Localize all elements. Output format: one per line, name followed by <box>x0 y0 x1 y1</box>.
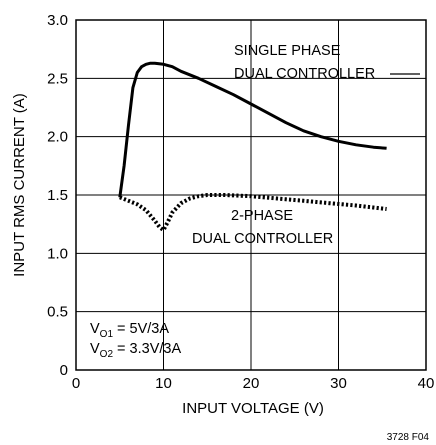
series-single-phase-line <box>120 63 387 197</box>
two-phase-label-line1: 2-PHASE <box>231 208 293 224</box>
y-tick-label: 2.5 <box>47 70 68 87</box>
x-tick-label: 40 <box>418 375 435 392</box>
series <box>120 63 387 230</box>
y-tick-label: 0 <box>60 362 68 379</box>
x-tick-label: 10 <box>155 375 172 392</box>
y-tick-label: 1.0 <box>47 245 68 262</box>
condition-vo2: VO2 = 3.3V/3A <box>90 341 181 360</box>
x-tick-label: 30 <box>330 375 347 392</box>
x-tick-label: 20 <box>243 375 260 392</box>
figure-code: 3728 F04 <box>387 432 430 443</box>
single-phase-label-line2: DUAL CONTROLLER <box>234 66 375 82</box>
condition-vo1: VO1 = 5V/3A <box>90 321 169 340</box>
y-tick-label: 2.0 <box>47 129 68 146</box>
two-phase-label-line2: DUAL CONTROLLER <box>192 231 333 247</box>
y-tick-label: 0.5 <box>47 304 68 321</box>
x-axis-label: INPUT VOLTAGE (V) <box>182 400 324 417</box>
y-tick-label: 3.0 <box>47 12 68 29</box>
y-tick-label: 1.5 <box>47 187 68 204</box>
x-tick-label: 0 <box>72 375 80 392</box>
y-axis-label: INPUT RMS CURRENT (A) <box>11 93 28 277</box>
single-phase-label-line1: SINGLE PHASE <box>234 43 341 59</box>
